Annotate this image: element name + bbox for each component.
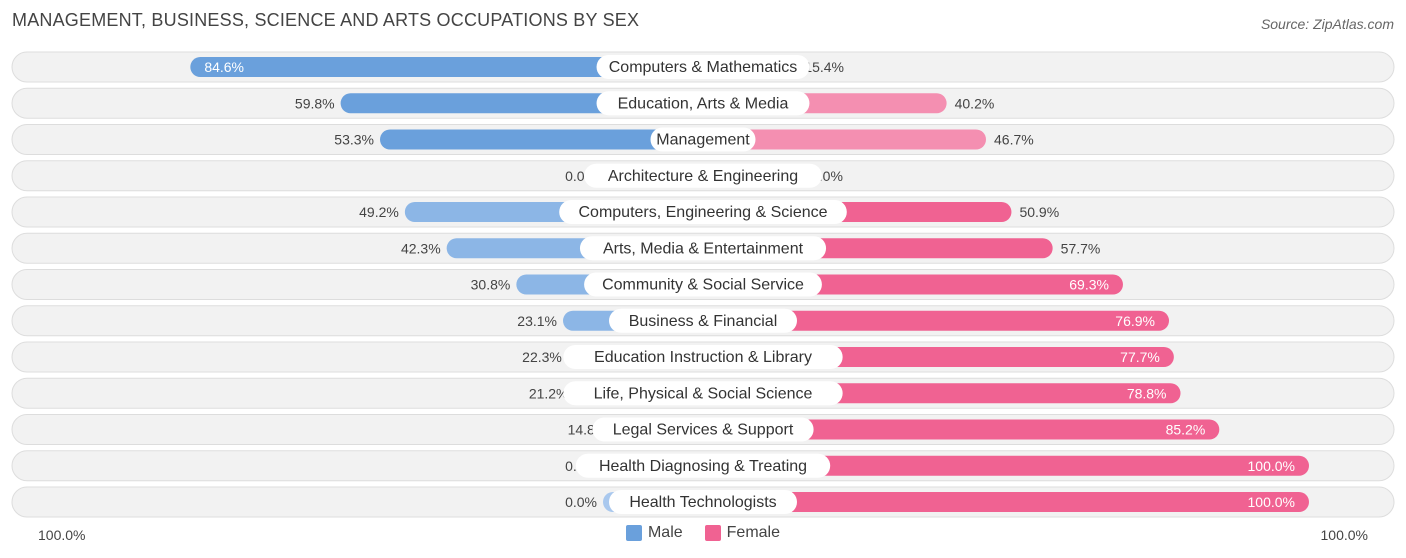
category-label-bg bbox=[563, 381, 843, 406]
legend: Male Female bbox=[0, 524, 1406, 542]
data-label-male: 84.6% bbox=[204, 59, 244, 75]
bar-male bbox=[380, 129, 713, 150]
bar-female bbox=[693, 310, 1170, 331]
category-label-bg bbox=[609, 490, 797, 514]
bar-male bbox=[190, 57, 714, 77]
category-label: Arts, Media & Entertainment bbox=[603, 240, 804, 257]
data-label-female: 40.2% bbox=[955, 95, 995, 111]
data-label-female: 50.9% bbox=[1019, 204, 1059, 220]
data-label-female: 46.7% bbox=[994, 132, 1034, 148]
category-label: Management bbox=[656, 132, 750, 149]
category-label-bg bbox=[596, 55, 810, 79]
category-label: Legal Services & Support bbox=[613, 422, 794, 439]
legend-swatch-female bbox=[704, 525, 721, 541]
bar-female bbox=[693, 455, 1309, 476]
legend-swatch-male bbox=[625, 525, 642, 541]
data-label-male: 21.2% bbox=[529, 385, 569, 401]
data-label-female: 78.8% bbox=[1127, 385, 1167, 401]
legend-label-male: Male bbox=[647, 524, 683, 541]
category-label-bg bbox=[559, 200, 847, 224]
bar-female bbox=[693, 129, 987, 150]
category-label-bg bbox=[579, 236, 827, 261]
data-label-female: 100.0% bbox=[1248, 494, 1295, 510]
legend-label-female: Female bbox=[726, 524, 781, 541]
category-label-bg bbox=[592, 417, 814, 442]
chart-source: Source: ZipAtlas.com bbox=[1260, 16, 1394, 32]
category-label-bg bbox=[584, 163, 822, 188]
category-label-bg bbox=[609, 308, 797, 333]
data-label-female: 85.2% bbox=[1166, 422, 1206, 438]
data-label-male: 53.3% bbox=[334, 132, 374, 148]
data-label-male: 30.8% bbox=[471, 277, 511, 293]
data-label-female: 57.7% bbox=[1061, 240, 1101, 256]
bar-female bbox=[693, 419, 1220, 440]
chart-title: MANAGEMENT, BUSINESS, SCIENCE AND ARTS O… bbox=[12, 10, 640, 30]
category-label: Computers & Mathematics bbox=[609, 59, 798, 76]
legend-item-male: Male bbox=[625, 524, 683, 542]
category-label: Architecture & Engineering bbox=[608, 168, 798, 185]
category-label: Education Instruction & Library bbox=[594, 349, 812, 366]
category-label: Health Diagnosing & Treating bbox=[599, 458, 807, 475]
category-label-bg bbox=[650, 127, 756, 152]
data-label-male: 59.8% bbox=[295, 95, 335, 111]
category-label: Business & Financial bbox=[629, 313, 778, 330]
data-label-female: 76.9% bbox=[1115, 313, 1155, 329]
data-label-male: 42.3% bbox=[401, 240, 441, 256]
chart-canvas: 84.6% 15.4% Computers & Mathematics 59.8% 40… bbox=[11, 51, 1395, 518]
category-label: Health Technologists bbox=[629, 494, 776, 511]
category-label: Education, Arts & Media bbox=[618, 95, 789, 112]
category-label: Computers, Engineering & Science bbox=[578, 204, 827, 221]
data-label-male: 0.0% bbox=[565, 494, 597, 510]
category-label-bg bbox=[575, 453, 831, 478]
category-label: Life, Physical & Social Science bbox=[594, 385, 813, 402]
axis-label-left: 100.0% bbox=[38, 527, 86, 543]
category-label: Community & Social Service bbox=[602, 277, 804, 294]
data-label-male: 23.1% bbox=[517, 313, 557, 329]
bar-female bbox=[693, 492, 1309, 512]
axis-label-right: 100.0% bbox=[1320, 527, 1368, 543]
data-label-male: 22.3% bbox=[522, 349, 562, 365]
data-label-female: 69.3% bbox=[1069, 277, 1109, 293]
data-label-female: 100.0% bbox=[1248, 458, 1295, 474]
data-label-male: 49.2% bbox=[359, 204, 399, 220]
category-label-bg bbox=[584, 272, 822, 297]
category-label-bg bbox=[596, 91, 810, 116]
data-label-female: 77.7% bbox=[1120, 349, 1160, 365]
category-label-bg bbox=[563, 345, 843, 369]
data-label-female: 15.4% bbox=[804, 59, 844, 75]
legend-item-female: Female bbox=[704, 524, 781, 542]
